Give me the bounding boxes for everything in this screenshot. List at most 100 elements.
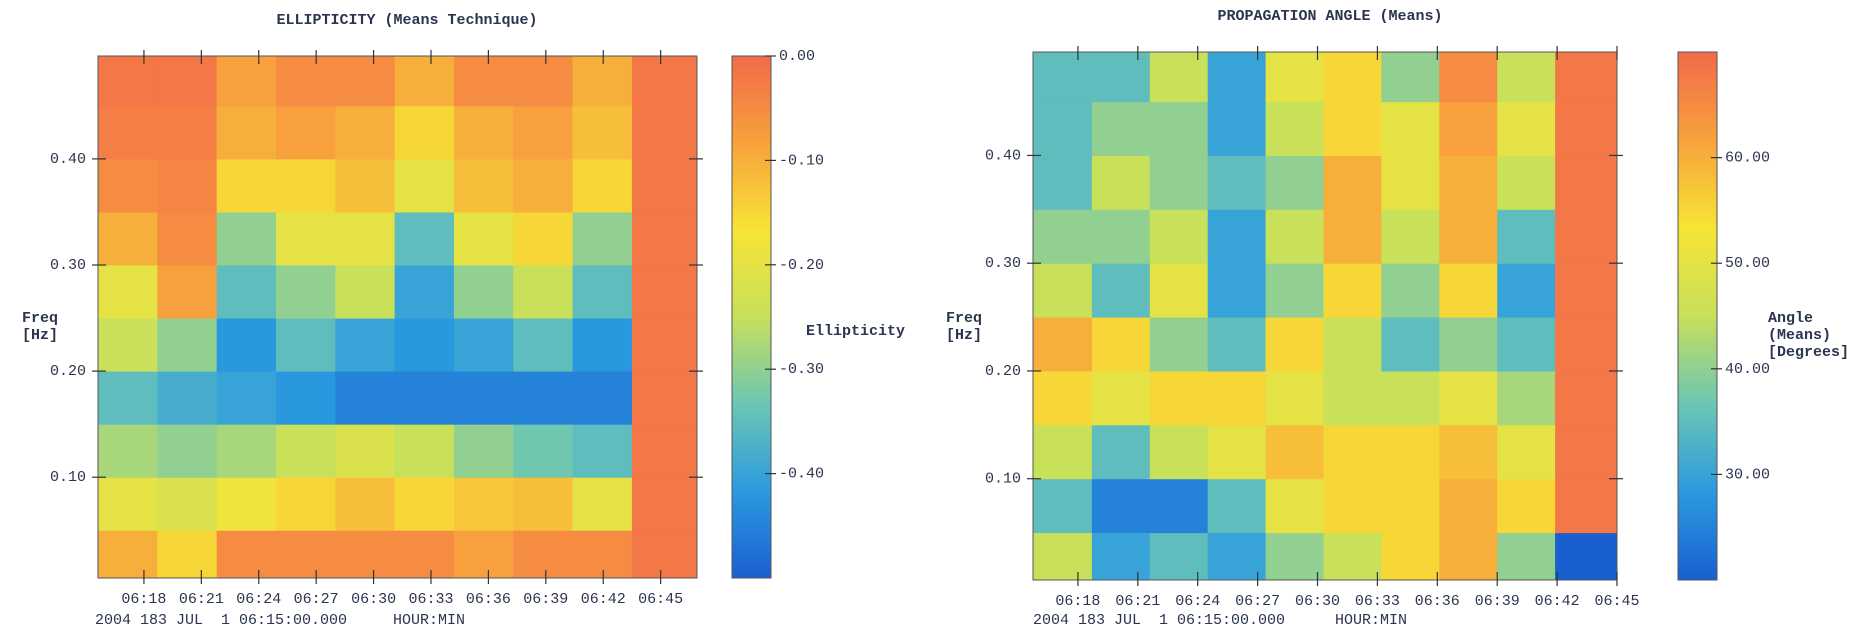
- heatmap-cell: [1091, 101, 1151, 156]
- heatmap-cell: [1091, 52, 1151, 103]
- heatmap-cell: [1149, 424, 1209, 480]
- heatmap-cell: [157, 105, 218, 160]
- x-tick-label: 06:36: [466, 591, 511, 608]
- heatmap-cell: [631, 424, 698, 478]
- heatmap-cell: [1381, 478, 1440, 534]
- heatmap-cell: [453, 371, 514, 425]
- heatmap-cell: [631, 265, 698, 319]
- x-axis-label: HOUR:MIN: [1335, 612, 1407, 629]
- colorbar-tick-label: 50.00: [1725, 255, 1770, 272]
- x-tick-label: 06:39: [523, 591, 568, 608]
- heatmap-cell: [275, 371, 336, 425]
- x-tick-label: 06:39: [1475, 593, 1520, 610]
- heatmap-cell: [1091, 263, 1151, 318]
- colorbar-tick-label: 30.00: [1725, 466, 1770, 483]
- heatmap-cell: [1381, 532, 1440, 581]
- heatmap-cell: [513, 318, 574, 372]
- heatmap-cell: [1323, 101, 1382, 156]
- heatmap-cell: [453, 56, 514, 107]
- y-tick-label: 0.40: [985, 147, 1021, 164]
- heatmap-cell: [513, 265, 574, 319]
- heatmap-cell: [1381, 209, 1440, 264]
- heatmap-cell: [98, 318, 158, 372]
- heatmap-cell: [453, 530, 514, 579]
- heatmap-cell: [453, 477, 514, 531]
- heatmap-cell: [1323, 155, 1382, 210]
- heatmap-cell: [572, 371, 633, 425]
- heatmap-cell: [1323, 317, 1382, 372]
- heatmap-cell: [216, 424, 277, 478]
- footer-date: 2004 183 JUL 1 06:15:00.000: [1033, 612, 1285, 629]
- heatmap-cell: [1265, 424, 1325, 480]
- heatmap-cell: [1149, 317, 1209, 372]
- heatmap-cell: [157, 477, 218, 531]
- heatmap-cell: [572, 265, 633, 319]
- heatmap-cell: [394, 371, 455, 425]
- heatmap-cell: [1207, 317, 1267, 372]
- colorbar-label: Angle: [1768, 310, 1813, 327]
- heatmap-cell: [98, 371, 158, 425]
- heatmap-cell: [275, 477, 336, 531]
- heatmap-cell: [1207, 101, 1267, 156]
- colorbar-tick-label: 0.00: [779, 48, 815, 65]
- heatmap-cell: [1149, 155, 1209, 210]
- heatmap-cell: [572, 530, 633, 579]
- heatmap-cell: [1091, 155, 1151, 210]
- heatmap-cell: [98, 211, 158, 266]
- y-axis-label: Freq: [946, 310, 982, 327]
- heatmap-cell: [1091, 424, 1151, 480]
- heatmap-cell: [1033, 478, 1093, 534]
- heatmap-cell: [1381, 155, 1440, 210]
- heatmap-cell: [394, 477, 455, 531]
- heatmap-cell: [1439, 209, 1498, 264]
- heatmap-cell: [1381, 370, 1440, 426]
- x-tick-label: 06:27: [294, 591, 339, 608]
- heatmap-cell: [1497, 155, 1556, 210]
- x-axis-label: HOUR:MIN: [393, 612, 465, 629]
- heatmap-cell: [335, 105, 396, 160]
- x-tick-label: 06:33: [1355, 593, 1400, 610]
- heatmap-cell: [453, 158, 514, 213]
- heatmap-cell: [216, 371, 277, 425]
- heatmap-cell: [157, 424, 218, 478]
- heatmap-cell: [453, 265, 514, 319]
- x-tick-label: 06:30: [1295, 593, 1340, 610]
- colorbar-tick-label: 60.00: [1725, 150, 1770, 167]
- heatmap-cell: [453, 424, 514, 478]
- heatmap-cell: [1381, 317, 1440, 372]
- heatmap-cell: [1207, 52, 1267, 103]
- y-tick-label: 0.20: [985, 363, 1021, 380]
- heatmap-cell: [1033, 155, 1093, 210]
- heatmap-cell: [1497, 317, 1556, 372]
- heatmap-cell: [157, 265, 218, 319]
- x-tick-label: 06:18: [121, 591, 166, 608]
- heatmap-cell: [157, 318, 218, 372]
- heatmap-cell: [513, 371, 574, 425]
- heatmap-cell: [216, 530, 277, 579]
- heatmap-cell: [335, 211, 396, 266]
- heatmap-cell: [513, 211, 574, 266]
- heatmap-cell: [1439, 317, 1498, 372]
- heatmap-cell: [1265, 101, 1325, 156]
- heatmap-cell: [275, 211, 336, 266]
- heatmap-cell: [631, 158, 698, 213]
- heatmap-cell: [216, 211, 277, 266]
- heatmap-cell: [1497, 263, 1556, 318]
- colorbar: [731, 55, 772, 579]
- y-tick-label: 0.30: [50, 257, 86, 274]
- heatmap-cell: [1439, 263, 1498, 318]
- heatmap-cell: [513, 158, 574, 213]
- chart-title: PROPAGATION ANGLE (Means): [1217, 8, 1442, 25]
- heatmap-cell: [1265, 317, 1325, 372]
- heatmap-cell: [335, 158, 396, 213]
- heatmap-cell: [572, 56, 633, 107]
- heatmap-cell: [1091, 317, 1151, 372]
- x-tick-label: 06:27: [1235, 593, 1280, 610]
- heatmap-cell: [631, 318, 698, 372]
- x-tick-label: 06:24: [236, 591, 281, 608]
- heatmap-cell: [1265, 370, 1325, 426]
- x-tick-label: 06:24: [1175, 593, 1220, 610]
- heatmap-cell: [98, 265, 158, 319]
- heatmap-cell: [1033, 209, 1093, 264]
- heatmap-cell: [1149, 52, 1209, 103]
